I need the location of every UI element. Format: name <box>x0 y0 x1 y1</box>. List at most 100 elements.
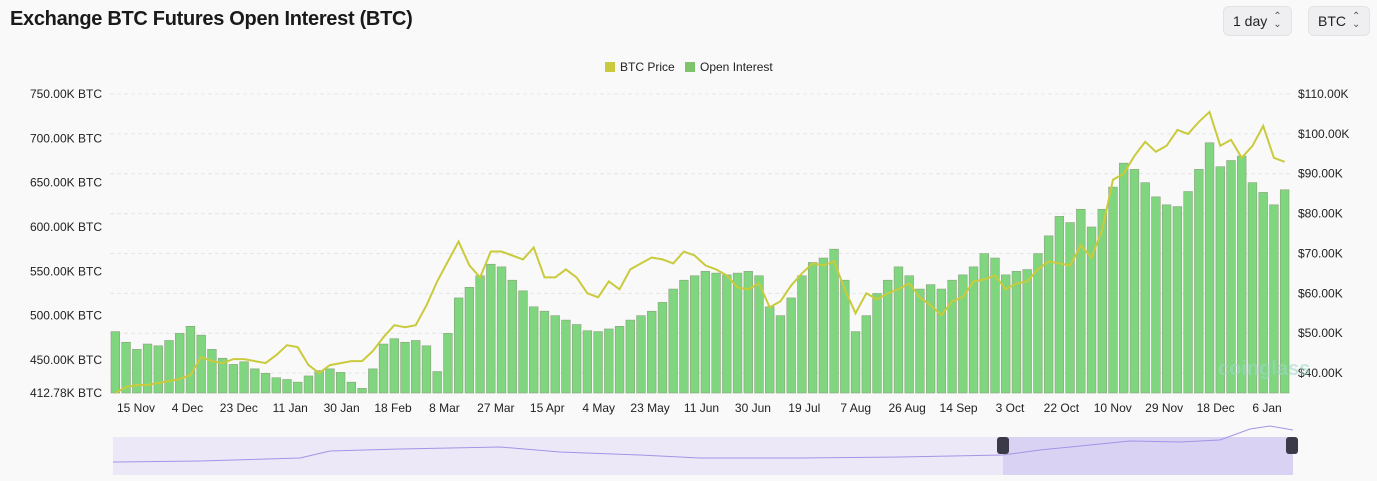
legend-item-btc-price[interactable]: BTC Price <box>605 60 675 74</box>
oi-bar <box>1076 208 1086 394</box>
oi-bar <box>142 343 153 394</box>
oi-bar <box>335 372 346 394</box>
oi-bar <box>829 248 839 394</box>
oi-bar <box>775 315 786 394</box>
x-tick-label: 8 Mar <box>429 401 460 415</box>
oi-bar <box>807 262 818 394</box>
oi-bar <box>282 379 292 394</box>
navigator-handle-left[interactable] <box>997 437 1009 454</box>
oi-bar <box>486 263 496 394</box>
oi-bar <box>915 288 925 394</box>
interval-select-value: 1 day <box>1233 13 1268 29</box>
y-right-tick-label: $50.00K <box>1298 326 1343 340</box>
oi-bar <box>496 266 507 394</box>
x-tick-label: 4 May <box>582 401 615 415</box>
oi-bar <box>368 368 378 394</box>
oi-bar <box>432 371 442 394</box>
x-tick-label: 10 Nov <box>1094 401 1132 415</box>
oi-bar <box>164 340 174 394</box>
oi-bar <box>346 381 357 394</box>
y-axis-right: $110.00K $100.00K $90.00K $80.00K $70.00K $60… <box>1298 87 1349 380</box>
open-interest-bars <box>110 142 1290 394</box>
oi-bar <box>1161 204 1172 394</box>
y-left-tick-label: 500.00K BTC <box>30 309 102 323</box>
oi-bar <box>582 330 593 394</box>
oi-bar <box>1172 206 1183 394</box>
x-tick-label: 18 Feb <box>374 401 412 415</box>
y-right-tick-label: $110.00K <box>1298 87 1349 101</box>
oi-bar <box>228 364 239 394</box>
oi-bar <box>883 279 893 394</box>
oi-bar <box>1097 208 1107 394</box>
btc-price-line <box>114 110 1285 394</box>
oi-bar <box>421 345 432 394</box>
oi-bar <box>604 328 614 394</box>
x-tick-label: 7 Aug <box>840 401 871 415</box>
oi-bar <box>443 333 453 394</box>
oi-bar <box>936 288 947 394</box>
oi-bar <box>1183 191 1193 394</box>
oi-bar <box>711 272 721 394</box>
oi-bar <box>293 381 303 394</box>
x-tick-label: 23 May <box>630 401 669 415</box>
oi-bar <box>1011 271 1022 394</box>
oi-bar <box>1001 274 1011 394</box>
x-axis: 15 Nov 4 Dec 23 Dec 11 Jan 30 Jan 18 Feb 8 Mar… <box>117 401 1282 415</box>
oi-bar <box>325 368 335 394</box>
oi-bar <box>861 315 871 394</box>
x-tick-label: 4 Dec <box>172 401 203 415</box>
legend-label-price: BTC Price <box>620 60 675 74</box>
x-tick-label: 14 Sep <box>940 401 978 415</box>
interval-select[interactable]: 1 day ⌃ ⌄ <box>1223 6 1292 36</box>
x-tick-label: 30 Jan <box>324 401 360 415</box>
oi-bar <box>389 338 399 394</box>
x-tick-label: 23 Dec <box>220 401 258 415</box>
navigator-selection[interactable] <box>1003 437 1293 475</box>
legend-swatch-price <box>605 62 615 72</box>
oi-bar <box>818 257 829 394</box>
oi-bar <box>411 340 421 394</box>
x-tick-label: 15 Apr <box>530 401 565 415</box>
oi-bar <box>765 306 775 394</box>
oi-bar <box>571 324 582 394</box>
watermark: coinglass <box>1218 358 1310 380</box>
legend[interactable]: BTC Price Open Interest <box>605 60 773 74</box>
oi-bar <box>1215 166 1225 394</box>
oi-bar <box>1140 182 1150 394</box>
navigator-handle-right[interactable] <box>1286 437 1298 454</box>
x-tick-label: 15 Nov <box>117 401 155 415</box>
navigator[interactable] <box>112 425 1298 475</box>
chevron-up-down-icon: ⌃ ⌄ <box>1273 11 1282 30</box>
y-left-tick-label: 550.00K BTC <box>30 264 102 278</box>
oi-bar <box>958 274 968 394</box>
x-tick-label: 30 Jun <box>735 401 771 415</box>
oi-bar <box>378 343 389 394</box>
oi-bar <box>700 271 711 394</box>
oi-bar <box>904 275 914 394</box>
x-tick-label: 3 Oct <box>996 401 1025 415</box>
navigator-line <box>112 425 1294 463</box>
oi-bar <box>657 302 668 394</box>
y-right-tick-label: $60.00K <box>1298 286 1343 300</box>
unit-select[interactable]: BTC ⌃ ⌄ <box>1308 6 1370 36</box>
x-tick-label: 11 Jun <box>684 401 719 415</box>
oi-bar <box>668 288 678 394</box>
oi-bar <box>1054 216 1065 394</box>
oi-bar <box>153 345 163 394</box>
oi-bar <box>239 361 249 394</box>
x-tick-label: 6 Jan <box>1252 401 1281 415</box>
page-title: Exchange BTC Futures Open Interest (BTC) <box>10 8 413 30</box>
y-left-tick-label: 650.00K BTC <box>30 176 102 190</box>
legend-item-open-interest[interactable]: Open Interest <box>685 60 773 74</box>
x-tick-label: 22 Oct <box>1044 401 1080 415</box>
y-right-tick-label: $90.00K <box>1298 167 1343 181</box>
oi-bar <box>840 279 850 394</box>
oi-bar <box>979 253 989 394</box>
x-tick-label: 27 Mar <box>477 401 514 415</box>
oi-bar <box>1269 204 1279 394</box>
oi-bar <box>1247 182 1258 394</box>
oi-bar <box>850 331 861 394</box>
oi-bar <box>185 326 196 394</box>
